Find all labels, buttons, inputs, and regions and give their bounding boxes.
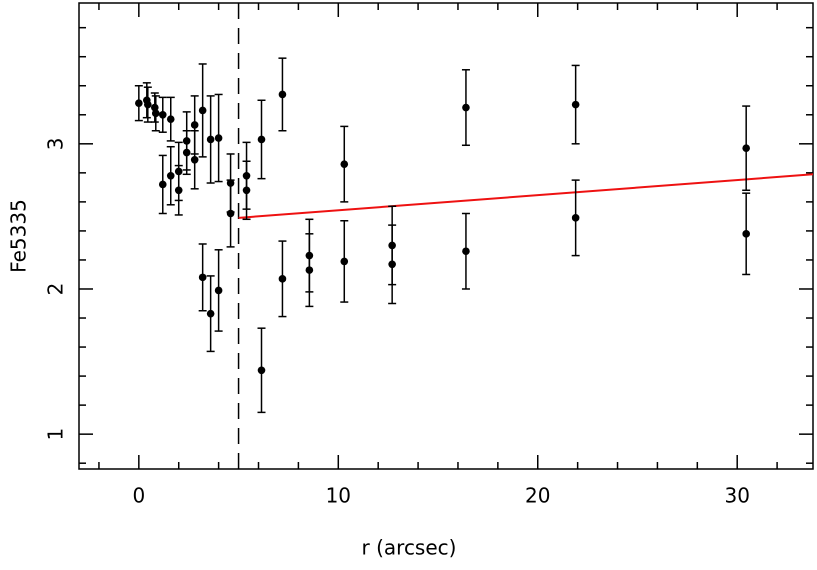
data-point [226, 209, 235, 218]
y-tick-label: 2 [44, 283, 68, 296]
x-tick-label: 10 [326, 484, 351, 508]
data-point [190, 121, 199, 129]
data-point [166, 115, 175, 123]
data-point [571, 100, 580, 109]
data-point [462, 247, 470, 256]
data-point [742, 230, 750, 238]
data-point [151, 109, 160, 118]
data-point [144, 100, 152, 109]
data-point [340, 160, 349, 168]
data-point [571, 214, 580, 222]
y-tick-label: 1 [44, 428, 68, 441]
data-point [135, 99, 143, 107]
data-point [182, 137, 191, 145]
data-point [198, 273, 207, 282]
data-point [462, 103, 470, 112]
data-point [257, 366, 266, 375]
data-point [206, 309, 215, 318]
data-point [305, 266, 314, 274]
data-point [198, 106, 207, 115]
data-point [190, 155, 199, 164]
data-point [158, 110, 167, 119]
data-point [166, 171, 175, 180]
data-point [278, 275, 287, 283]
x-tick-label: 0 [132, 484, 145, 508]
data-point [174, 186, 183, 195]
data-point [150, 103, 159, 112]
x-axis-label: r (arcsec) [362, 536, 457, 560]
data-point [206, 135, 215, 144]
data-point [388, 260, 396, 269]
fit-line [238, 173, 814, 219]
data-point [242, 186, 251, 195]
x-tick-label: 20 [525, 484, 550, 508]
data-point [214, 134, 223, 142]
y-axis-label: Fe5335 [7, 199, 31, 273]
data-point [278, 90, 287, 99]
data-point [742, 144, 750, 152]
x-tick-label: 30 [724, 484, 749, 508]
data-point [214, 286, 223, 295]
plot-frame [78, 2, 814, 470]
y-tick-label: 3 [44, 137, 68, 150]
data-point [340, 257, 349, 266]
data-point [257, 135, 266, 144]
data-point [158, 180, 167, 189]
